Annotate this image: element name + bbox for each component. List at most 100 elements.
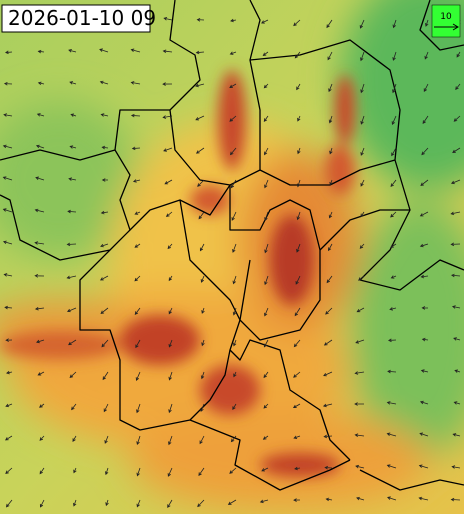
- wind-arrow: [354, 402, 365, 406]
- wind-arrow: [168, 371, 173, 381]
- wind-arrow: [261, 467, 269, 472]
- legend-arrow: [434, 23, 459, 31]
- wind-arrow: [101, 145, 109, 150]
- wind-arrow: [201, 339, 205, 347]
- wind-arrow: [451, 465, 461, 469]
- wind-arrow: [420, 274, 429, 279]
- wind-arrow: [329, 147, 333, 155]
- wind-arrow: [392, 19, 397, 29]
- wind-arrow: [73, 467, 77, 474]
- wind-arrow: [229, 115, 237, 122]
- wind-arrow: [2, 144, 13, 149]
- wind-arrow: [197, 179, 205, 187]
- wind-arrow: [130, 48, 141, 53]
- wind-arrow: [134, 307, 141, 315]
- wind-arrow: [294, 51, 301, 59]
- wind-arrow: [296, 83, 301, 91]
- wind-arrow: [450, 497, 461, 502]
- wind-arrow: [390, 179, 397, 188]
- wind-arrow: [326, 275, 333, 284]
- wind-arrow: [229, 467, 237, 474]
- wind-arrow: [134, 211, 141, 215]
- wind-arrow: [392, 51, 397, 61]
- wind-arrow: [418, 464, 429, 469]
- wind-arrow: [263, 83, 269, 89]
- wind-arrow: [322, 403, 333, 408]
- wind-arrow: [360, 147, 365, 156]
- wind-arrow: [451, 273, 461, 278]
- wind-arrow: [293, 498, 301, 502]
- wind-arrow: [35, 144, 45, 149]
- wind-arrow: [195, 83, 205, 88]
- wind-arrow: [264, 211, 269, 222]
- wind-arrow: [325, 307, 333, 315]
- wind-arrow: [99, 80, 109, 85]
- wind-arrow: [197, 499, 205, 508]
- wind-arrow: [5, 499, 13, 508]
- wind-arrow: [421, 147, 429, 156]
- wind-arrow: [419, 432, 429, 437]
- wind-arrow: [386, 464, 397, 469]
- legend-box: [431, 4, 461, 38]
- wind-arrow: [71, 403, 77, 411]
- wind-arrow: [419, 243, 429, 248]
- wind-arrow: [35, 176, 45, 181]
- wind-arrow: [104, 435, 109, 444]
- wind-arrow: [34, 274, 45, 278]
- wind-arrow: [69, 371, 77, 379]
- wind-arrow: [391, 147, 397, 157]
- wind-arrow: [165, 211, 173, 218]
- wind-arrow: [421, 306, 429, 310]
- wind-arrow: [100, 307, 109, 315]
- wind-arrow: [261, 19, 269, 24]
- wind-arrow: [424, 51, 429, 60]
- wind-arrow: [66, 307, 77, 313]
- wind-arrow: [454, 369, 461, 373]
- wind-arrow: [358, 275, 365, 281]
- wind-arrow: [198, 467, 205, 476]
- wind-arrow: [233, 371, 237, 378]
- wind-arrow: [168, 339, 173, 348]
- wind-arrow: [296, 243, 301, 253]
- wind-arrow: [390, 275, 397, 279]
- wind-arrow: [295, 275, 301, 285]
- wind-arrow: [323, 339, 333, 346]
- wind-arrow: [135, 371, 141, 381]
- wind-arrow: [164, 179, 173, 185]
- wind-arrow: [101, 339, 109, 348]
- wind-arrow: [418, 496, 429, 501]
- wind-arrow: [3, 113, 13, 117]
- wind-arrow: [452, 147, 461, 153]
- wind-arrow: [422, 115, 429, 124]
- wind-arrow: [167, 467, 173, 477]
- wind-arrow: [360, 83, 365, 94]
- wind-arrow: [37, 49, 45, 54]
- wind-arrow: [356, 496, 365, 501]
- wind-arrow: [168, 275, 173, 282]
- wind-arrow: [199, 435, 205, 445]
- wind-arrow: [360, 115, 365, 125]
- wind-arrow: [329, 179, 333, 186]
- wind-arrow: [229, 83, 237, 89]
- wind-arrow: [4, 435, 13, 441]
- wind-arrow: [2, 208, 13, 213]
- wind-arrow: [388, 338, 397, 343]
- wind-arrow: [5, 403, 13, 408]
- wind-arrow: [296, 211, 301, 221]
- wind-arrow: [5, 338, 13, 342]
- hotspot-layer: [0, 70, 355, 477]
- wind-arrow: [263, 371, 269, 379]
- wind-arrow: [360, 211, 365, 218]
- wind-arrow: [163, 147, 173, 152]
- wind-arrow: [262, 51, 269, 56]
- wind-arrow: [232, 275, 237, 285]
- wind-arrow: [167, 243, 173, 250]
- wind-arrow: [232, 403, 237, 410]
- wind-arrow: [200, 403, 205, 412]
- wind-arrow: [360, 179, 365, 187]
- wind-arrow: [387, 369, 397, 374]
- wind-arrow: [453, 115, 461, 122]
- wind-arrow: [162, 49, 173, 54]
- wind-arrow: [421, 337, 429, 342]
